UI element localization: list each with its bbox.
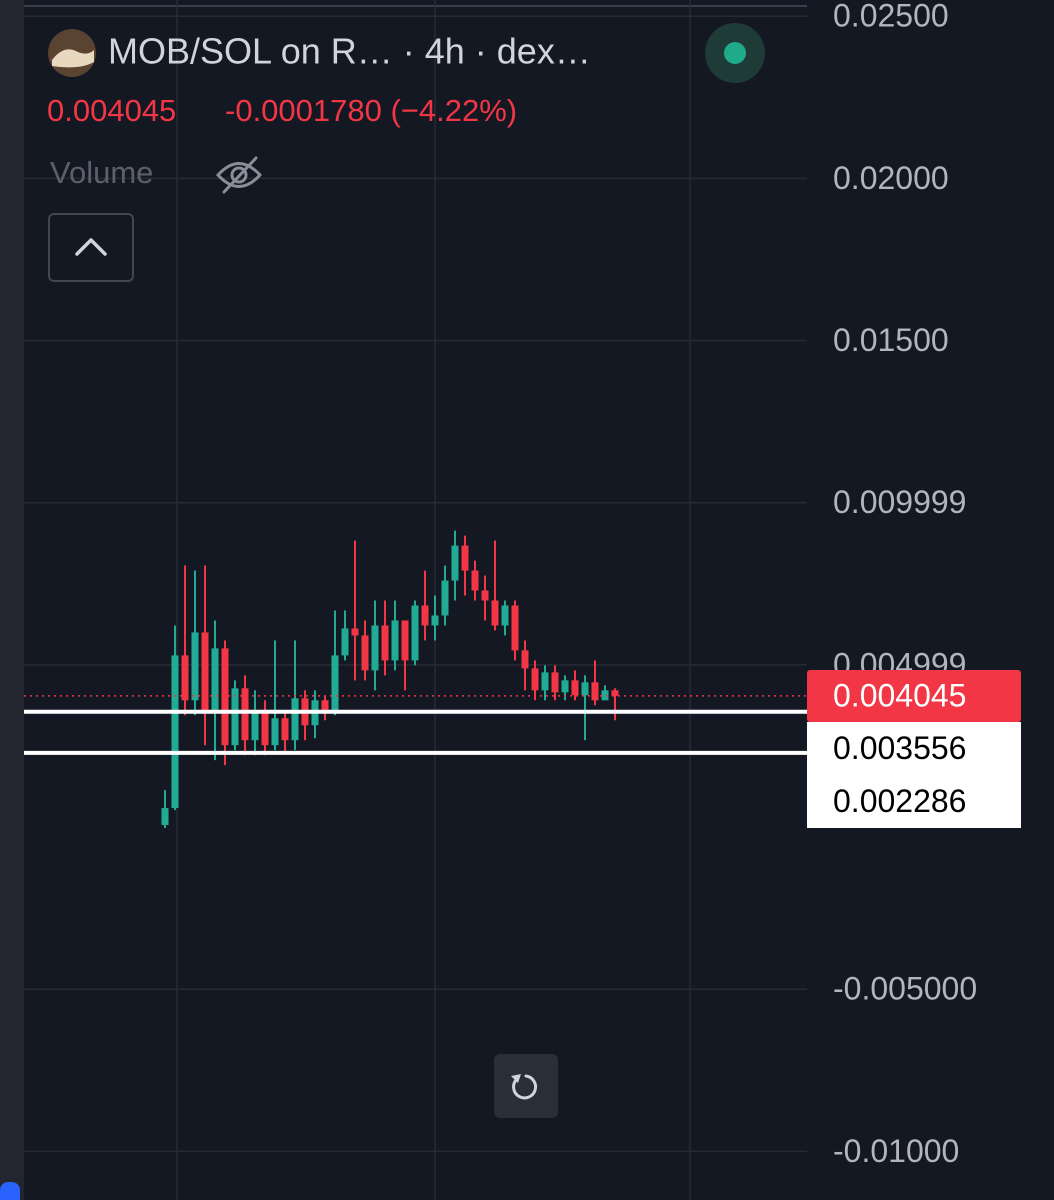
candle-body: [461, 545, 469, 571]
reset-icon-arrow: [511, 1074, 521, 1083]
reset-button-bg[interactable]: [494, 1054, 558, 1118]
candle-body: [411, 605, 419, 661]
candle-body: [321, 700, 329, 713]
reset-icon: [512, 1074, 538, 1100]
candle-body: [551, 672, 559, 693]
candle-body: [271, 718, 279, 746]
candle-body: [221, 648, 229, 746]
symbol-header: MOB/SOL on R… · 4h · dex… 0.004045 -0.00…: [47, 23, 765, 282]
candle-layer: [161, 530, 619, 829]
y-tick-label: 0.01500: [833, 322, 949, 358]
candle-body: [351, 628, 359, 636]
candle-body: [481, 590, 489, 601]
candle-body: [611, 690, 619, 696]
candle-body: [381, 625, 389, 661]
side-strip: [0, 0, 24, 1200]
candle-body: [571, 680, 579, 696]
candle-body: [161, 808, 169, 826]
candle-body: [361, 635, 369, 671]
candle-body: [431, 615, 439, 626]
collapse-button[interactable]: [48, 213, 134, 282]
collapse-icon: [75, 238, 107, 256]
candle-body: [471, 570, 479, 591]
candle-body: [391, 620, 399, 661]
price-tag-label: 0.002286: [833, 783, 966, 819]
indicator-name: Volume: [50, 155, 153, 190]
price-tag: [807, 722, 1021, 775]
price-tag-layer: 0.004045 0.003556 0.002286: [807, 670, 1021, 828]
candle-body: [181, 655, 189, 701]
price-tag: [807, 670, 1021, 722]
candle-body: [241, 688, 249, 741]
y-tick-label: 0.009999: [833, 484, 966, 520]
price-change: -0.0001780 (−4.22%): [225, 93, 517, 128]
candle-body: [401, 620, 409, 661]
candle-body: [591, 682, 599, 701]
y-tick-label: -0.005000: [833, 971, 977, 1007]
candle-body: [281, 718, 289, 741]
hide-icon[interactable]: [215, 156, 263, 194]
candle-body: [421, 605, 429, 626]
scroll-indicator: [0, 1182, 20, 1200]
price-tag-label: 0.003556: [833, 730, 966, 766]
candle-body: [341, 628, 349, 656]
candle-body: [601, 690, 609, 701]
candle-body: [251, 712, 259, 741]
candle-body: [191, 632, 199, 701]
reset-button[interactable]: [494, 1054, 558, 1118]
grid-layer: [24, 15, 807, 1153]
symbol-title: MOB/SOL on R… · 4h · dex…: [108, 31, 591, 72]
candle-body: [261, 712, 269, 746]
candle-body: [561, 680, 569, 693]
price-tag: [807, 775, 1021, 828]
candle-body: [581, 682, 589, 696]
last-price: 0.004045: [47, 93, 176, 128]
candle-body: [451, 545, 459, 581]
candle-body: [211, 648, 219, 711]
candle-body: [491, 600, 499, 626]
candle-body: [541, 672, 549, 691]
candle-body: [171, 655, 179, 809]
y-tick-label: 0.02500: [833, 0, 949, 34]
status-dot: [724, 42, 746, 64]
candle-body: [371, 625, 379, 671]
avatar-art: [52, 49, 94, 68]
candle-body: [511, 605, 519, 651]
candle-body: [201, 632, 209, 711]
candle-body: [531, 668, 539, 691]
candle-body: [521, 650, 529, 669]
candle-body: [441, 580, 449, 616]
candle-body: [291, 698, 299, 741]
price-tag-label: 0.004045: [833, 677, 966, 713]
price-line-layer: [24, 695, 807, 755]
candle-body: [231, 688, 239, 746]
y-tick-label: 0.02000: [833, 160, 949, 196]
candle-body: [331, 655, 339, 713]
y-tick-label: -0.01000: [833, 1133, 959, 1169]
candle-body: [501, 605, 509, 626]
